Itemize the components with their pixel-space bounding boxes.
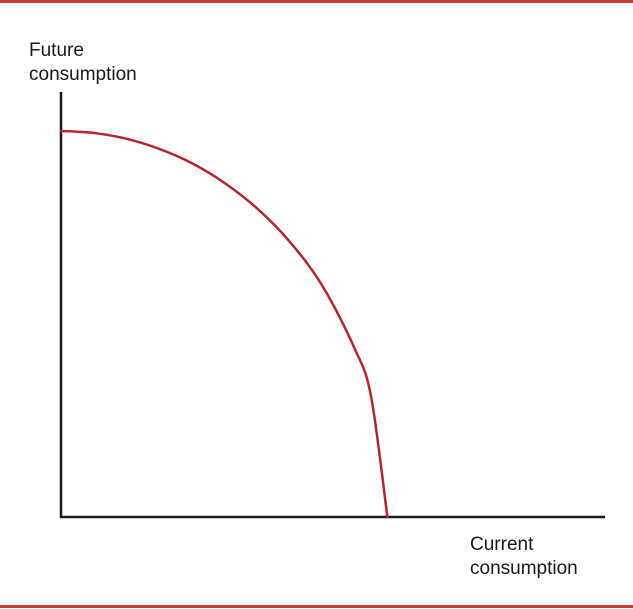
y-axis-label-line-1: Future — [29, 40, 84, 61]
x-axis-label-line-1: Current — [470, 534, 534, 555]
x-axis-label: Current consumption — [470, 533, 578, 581]
series-layer — [59, 129, 389, 519]
bottom-rule — [0, 605, 633, 608]
axes — [59, 92, 605, 519]
ppf-curve-0 — [59, 129, 389, 519]
x-axis-label-line-2: consumption — [470, 558, 578, 579]
y-axis-label-line-2: consumption — [29, 64, 137, 85]
y-axis-label: Future consumption — [29, 39, 137, 87]
top-rule — [0, 0, 633, 3]
